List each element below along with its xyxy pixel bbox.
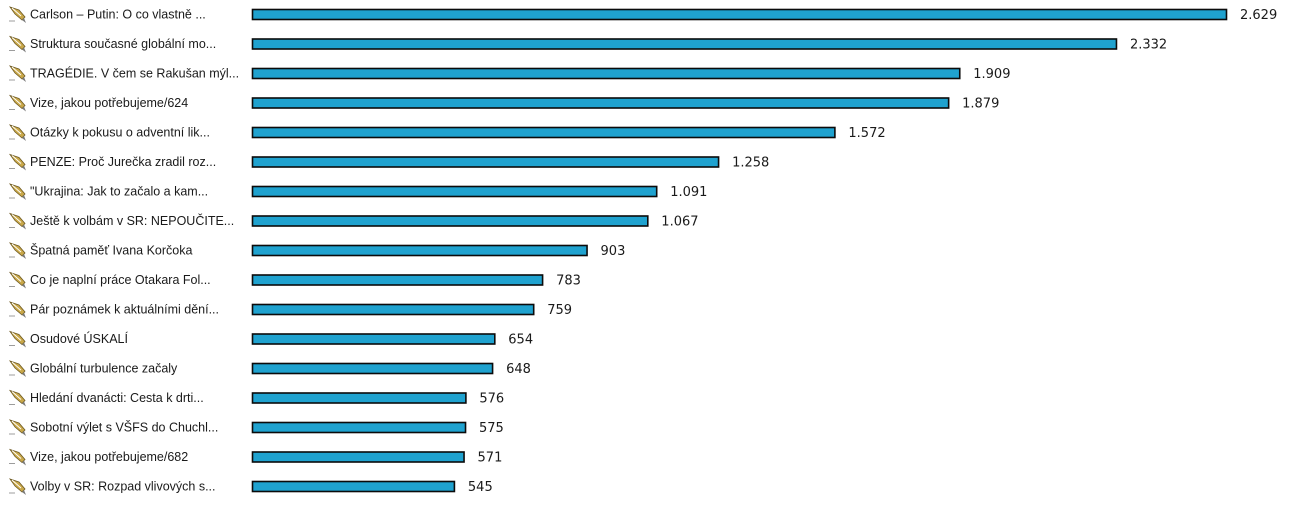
category-label: Hledání dvanácti: Cesta k drti... bbox=[30, 391, 204, 405]
value-label: 783 bbox=[556, 274, 581, 289]
bar bbox=[251, 156, 720, 168]
bar-row: Otázky k pokusu o adventní lik... 1.572 bbox=[8, 124, 886, 141]
bar bbox=[251, 303, 535, 316]
category-label: Osudové ÚSKALÍ bbox=[30, 331, 128, 346]
bar-row: Carlson – Putin: O co vlastně ... 2.629 bbox=[8, 6, 1277, 23]
category-label: Sobotní výlet s VŠFS do Chuchl... bbox=[30, 420, 218, 435]
bar bbox=[251, 67, 961, 80]
value-label: 545 bbox=[468, 480, 493, 495]
category-label: PENZE: Proč Jurečka zradil roz... bbox=[30, 155, 216, 169]
category-label: Špatná paměť Ivana Korčoka bbox=[30, 243, 192, 258]
pen-icon bbox=[8, 330, 26, 348]
bar bbox=[251, 392, 467, 404]
category-label: Ještě k volbám v SR: NEPOUČITE... bbox=[30, 213, 234, 228]
pen-icon bbox=[8, 212, 26, 230]
bar-row: Vize, jakou potřebujeme/682 571 bbox=[8, 448, 503, 466]
bar-row: Osudové ÚSKALÍ 654 bbox=[8, 330, 533, 348]
bar-row: Hledání dvanácti: Cesta k drti... 576 bbox=[8, 389, 504, 407]
bar bbox=[251, 215, 649, 227]
bar-row: Ještě k volbám v SR: NEPOUČITE... 1.067 bbox=[8, 212, 699, 230]
category-label: Volby v SR: Rozpad vlivových s... bbox=[30, 480, 216, 494]
category-label: TRAGÉDIE. V čem se Rakušan mýl... bbox=[30, 66, 239, 81]
value-label: 654 bbox=[508, 333, 533, 348]
value-label: 571 bbox=[478, 451, 503, 466]
pen-icon bbox=[8, 419, 26, 436]
value-label: 2.332 bbox=[1130, 38, 1167, 53]
bar-row: Sobotní výlet s VŠFS do Chuchl... 575 bbox=[8, 419, 504, 436]
bar bbox=[251, 126, 836, 139]
bar bbox=[251, 8, 1228, 21]
value-label: 2.629 bbox=[1240, 8, 1277, 23]
bar bbox=[251, 451, 465, 463]
bar bbox=[251, 274, 544, 286]
bar-row: Co je naplní práce Otakara Fol... 783 bbox=[8, 271, 581, 289]
pen-icon bbox=[8, 448, 26, 466]
value-label: 1.091 bbox=[670, 185, 707, 200]
bar-row: Volby v SR: Rozpad vlivových s... 545 bbox=[8, 478, 493, 495]
pen-icon bbox=[8, 389, 26, 407]
value-label: 1.572 bbox=[848, 126, 885, 141]
pen-icon bbox=[8, 124, 26, 141]
value-label: 1.879 bbox=[962, 97, 999, 112]
bar bbox=[251, 333, 496, 345]
category-label: Struktura současné globální mo... bbox=[30, 37, 216, 51]
pen-icon bbox=[8, 242, 26, 259]
category-label: Globální turbulence začaly bbox=[30, 362, 178, 376]
pen-icon bbox=[8, 94, 26, 112]
bar bbox=[251, 362, 494, 375]
bar bbox=[251, 38, 1118, 50]
pen-icon bbox=[8, 183, 26, 200]
category-label: Carlson – Putin: O co vlastně ... bbox=[30, 8, 206, 22]
bar bbox=[251, 480, 456, 493]
category-label: Otázky k pokusu o adventní lik... bbox=[30, 126, 210, 140]
category-label: Pár poznámek k aktuálními dění... bbox=[30, 303, 219, 317]
category-label: "Ukrajina: Jak to začalo a kam... bbox=[30, 185, 208, 199]
bar bbox=[251, 421, 467, 434]
bar-row: Špatná paměť Ivana Korčoka 903 bbox=[8, 242, 626, 259]
category-label: Vize, jakou potřebujeme/624 bbox=[30, 96, 188, 110]
pen-icon bbox=[8, 301, 26, 318]
value-label: 576 bbox=[479, 392, 504, 407]
bar-row: Struktura současné globální mo... 2.332 bbox=[8, 35, 1167, 53]
value-label: 759 bbox=[547, 303, 572, 318]
value-label: 1.067 bbox=[661, 215, 698, 230]
bar-row: Vize, jakou potřebujeme/624 1.879 bbox=[8, 94, 999, 112]
category-label: Co je naplní práce Otakara Fol... bbox=[30, 273, 211, 287]
bar-row: PENZE: Proč Jurečka zradil roz... 1.258 bbox=[8, 153, 769, 171]
bar bbox=[251, 244, 588, 257]
pen-icon bbox=[8, 271, 26, 289]
value-label: 575 bbox=[479, 421, 504, 436]
bar bbox=[251, 97, 950, 109]
bar-row: TRAGÉDIE. V čem se Rakušan mýl... 1.909 bbox=[8, 65, 1010, 82]
pen-icon bbox=[8, 360, 26, 377]
pen-icon bbox=[8, 35, 26, 53]
bar-row: Globální turbulence začaly 648 bbox=[8, 360, 531, 377]
pen-icon bbox=[8, 478, 26, 495]
bar-row: "Ukrajina: Jak to začalo a kam... 1.091 bbox=[8, 183, 707, 200]
pen-icon bbox=[8, 153, 26, 171]
value-label: 1.909 bbox=[973, 67, 1010, 82]
value-label: 648 bbox=[506, 362, 531, 377]
bar-row: Pár poznámek k aktuálními dění... 759 bbox=[8, 301, 572, 318]
pen-icon bbox=[8, 6, 26, 23]
value-label: 1.258 bbox=[732, 156, 769, 171]
value-label: 903 bbox=[601, 244, 626, 259]
pen-icon bbox=[8, 65, 26, 82]
bar bbox=[251, 185, 658, 198]
category-label: Vize, jakou potřebujeme/682 bbox=[30, 450, 188, 464]
